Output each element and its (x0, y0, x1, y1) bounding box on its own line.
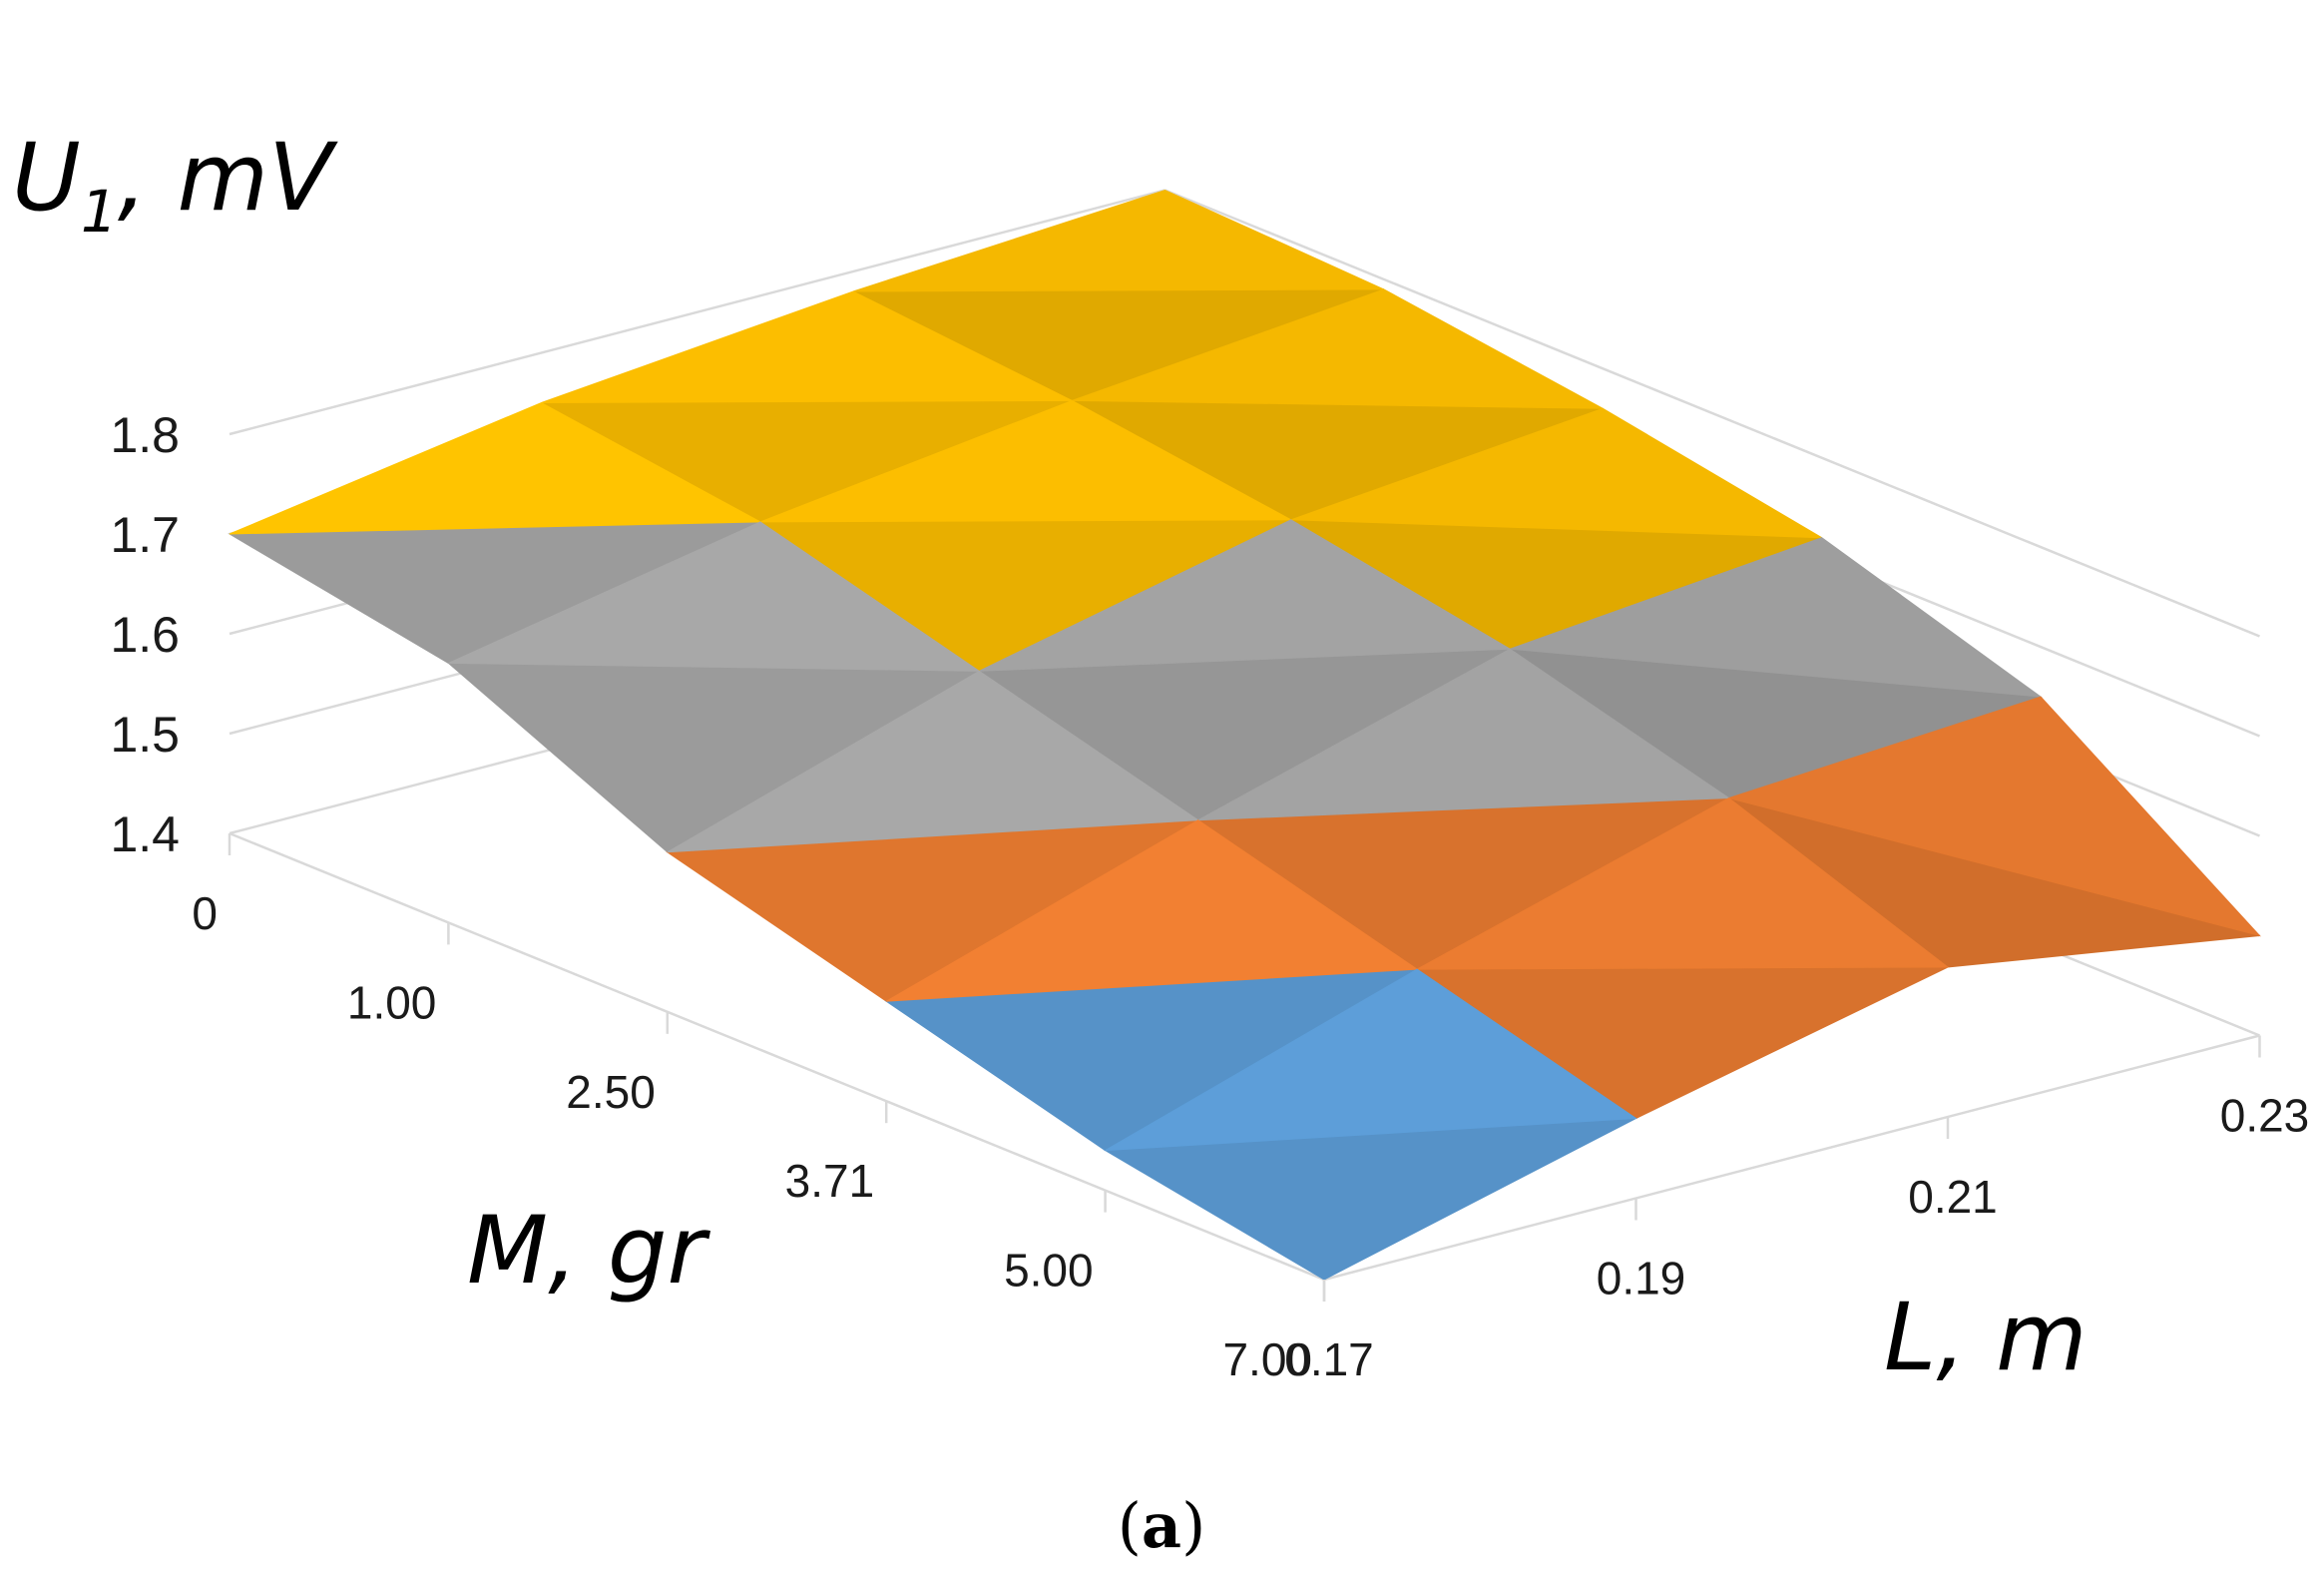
surface-facet (979, 519, 1512, 672)
surface-facet (1072, 288, 1604, 409)
z-tick-label: 1.5 (110, 707, 180, 763)
z-tick-label: 1.7 (110, 507, 180, 563)
y-axis-title: L, m (1884, 1284, 2088, 1392)
surface-facet (229, 401, 762, 535)
tick-layer: 1.4 1.5 1.6 1.7 1.8 0 1.00 2.50 3.71 5.00 7.000.17… (110, 407, 2309, 1385)
surface-facet (885, 819, 1419, 1002)
x-tick-label: 2.50 (566, 1066, 656, 1118)
surface-facet (541, 290, 1073, 403)
z-axis-title-sub: 1 (81, 178, 118, 246)
x-tick-label: 3.71 (785, 1155, 875, 1207)
z-gridline-left (229, 189, 1165, 436)
y-tick-label: 0.19 (1597, 1253, 1686, 1305)
z-axis-title-unit: , mV (118, 124, 338, 233)
figure-caption: (a) (1118, 1489, 1206, 1562)
z-tick-label: 1.8 (110, 407, 180, 463)
z-gridline-back (1164, 189, 2260, 638)
z-tick-label: 1.4 (110, 806, 180, 862)
y-tick-label: 0.21 (1908, 1171, 1998, 1223)
x-tick-label: 1.00 (347, 976, 437, 1028)
surface-facet (759, 399, 1292, 523)
surface-facet (1105, 968, 1637, 1152)
surface-facet (448, 521, 981, 672)
surface-facet (1197, 648, 1731, 821)
x-axis-title: M, gr (467, 1197, 711, 1306)
z-axis-title: U1, mV (12, 124, 338, 246)
z-tick-label: 1.6 (110, 607, 180, 663)
z-axis-title-main: U (12, 124, 81, 233)
y-tick-label: 0.23 (2220, 1090, 2310, 1142)
caption-close: ) (1181, 1489, 1205, 1562)
surface-layer (228, 189, 2262, 1281)
surface-facet (1726, 696, 2262, 937)
x-tick-label: 7.00 (1222, 1333, 1312, 1385)
x-tick-label: 0 (192, 887, 218, 939)
surface-facet (667, 670, 1200, 853)
surface-facet (1416, 797, 1950, 970)
surface-facet (852, 189, 1385, 292)
surface-facet (1290, 407, 1822, 539)
y-tick-label: 0.17 (1284, 1333, 1374, 1385)
surface-facet (1510, 537, 2043, 698)
caption-letter: a (1142, 1489, 1181, 1562)
x-tick-label: 5.00 (1004, 1245, 1094, 1297)
caption-open: ( (1118, 1489, 1142, 1562)
